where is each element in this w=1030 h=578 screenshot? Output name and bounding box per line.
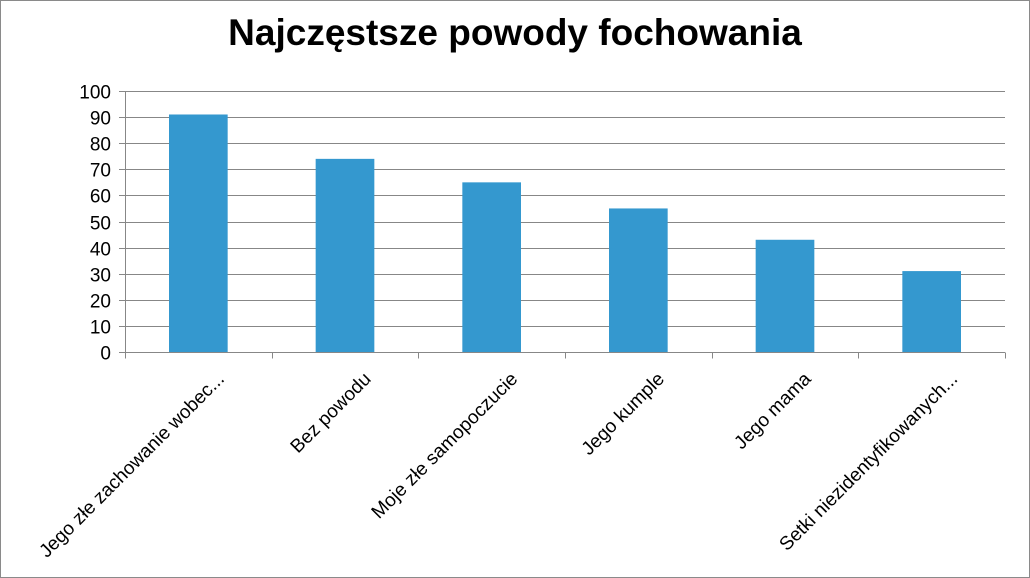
y-tick-label: 30 <box>90 266 111 287</box>
bar-2 <box>315 158 375 352</box>
y-tick-label: 90 <box>90 109 111 130</box>
x-axis-category-labels: Jego złe zachowanie wobec... Bez powoduMo… <box>36 368 963 562</box>
x-category-label: Moje złe samopoczucie <box>368 369 522 523</box>
chart-title: Najczęstsze powody fochowania <box>228 12 802 53</box>
y-tick-label: 100 <box>79 83 111 104</box>
gridlines <box>125 91 1005 327</box>
y-tick-label: 80 <box>90 135 111 156</box>
y-axis-tick-labels: 0 10 20 30 40 50 60 70 80 90 100 <box>79 83 111 365</box>
y-tick-label: 60 <box>90 187 111 208</box>
y-tick-label: 50 <box>90 214 111 235</box>
bar-1 <box>169 114 228 353</box>
x-category-label: Jego mama <box>730 368 815 453</box>
bar-3 <box>462 182 521 352</box>
x-category-label: Jego kumple <box>578 369 669 460</box>
axes <box>119 91 1006 359</box>
y-tick-label: 0 <box>100 344 111 365</box>
bar-5 <box>755 239 815 352</box>
x-category-label: Bez powodu <box>287 369 376 458</box>
bar-4 <box>609 208 668 352</box>
x-category-label: Jego złe zachowanie wobec... <box>36 369 229 562</box>
y-tick-label: 40 <box>90 240 111 261</box>
y-tick-label: 10 <box>90 318 111 339</box>
bar-6 <box>902 271 961 352</box>
bars <box>169 114 961 353</box>
y-tick-label: 70 <box>90 161 111 182</box>
y-tick-label: 20 <box>90 292 111 313</box>
x-category-label: Setki niezidentyfikowanych... <box>776 369 963 556</box>
